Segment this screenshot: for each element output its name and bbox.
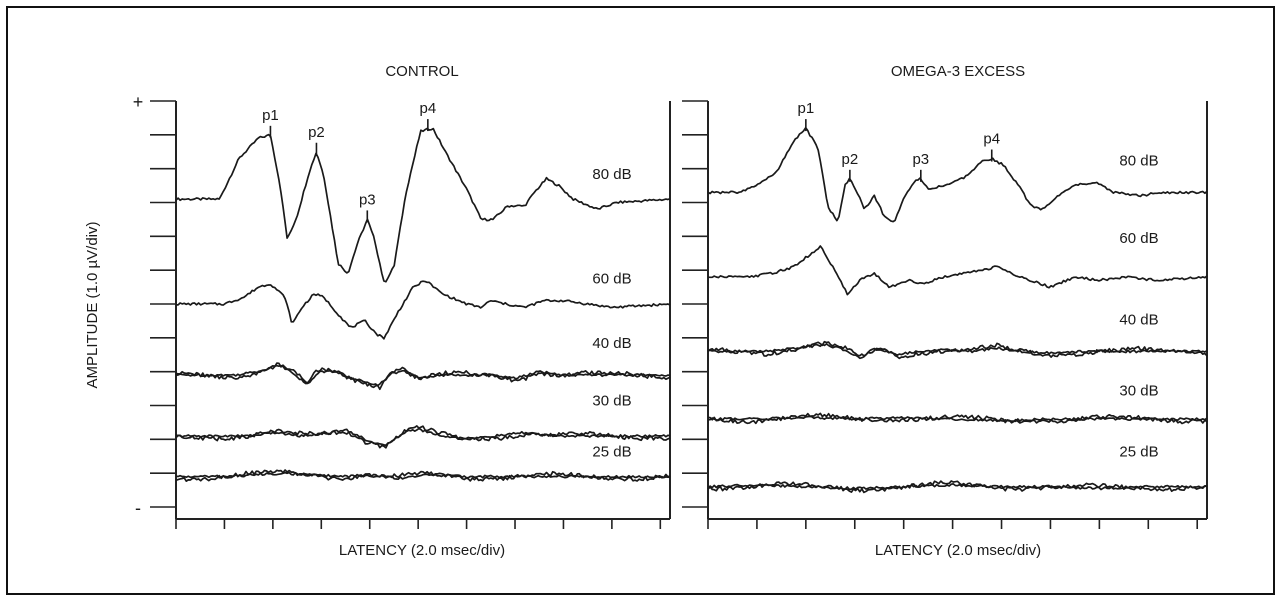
trace-30db-replicate	[175, 425, 671, 449]
figure-frame	[6, 6, 1275, 595]
level-label: 40 dB	[1119, 311, 1158, 328]
traces	[175, 127, 671, 482]
panel-control: CONTROL LATENCY (2.0 msec/div) 80 dB p1 p2…	[150, 63, 671, 559]
trace-30db	[707, 415, 1208, 423]
level-label: 25 dB	[592, 443, 631, 460]
peak-label-p1: p1	[797, 100, 814, 117]
labels: 80 dB p1 p2 p3 p4 60 dB 40 dB 30 dB 25 dB	[262, 100, 632, 460]
trace-30db-replicate	[707, 412, 1208, 425]
level-label: 80 dB	[592, 166, 631, 183]
trace-60db	[707, 245, 1208, 296]
panel-title: CONTROL	[385, 63, 458, 80]
level-label: 60 dB	[1119, 230, 1158, 247]
level-label: 40 dB	[592, 335, 631, 352]
trace-40db-replicate	[175, 362, 671, 391]
trace-30db	[175, 427, 671, 447]
traces	[707, 126, 1208, 494]
trace-60db	[176, 280, 671, 340]
panel-title: OMEGA-3 EXCESS	[891, 63, 1025, 80]
peak-label-p1: p1	[262, 107, 279, 124]
x-axis-title: LATENCY (2.0 msec/div)	[339, 542, 505, 559]
trace-25db-replicate	[707, 480, 1208, 494]
trace-25db-replicate	[175, 469, 671, 482]
trace-80db	[707, 126, 1208, 223]
peak-label-p2: p2	[842, 151, 859, 168]
level-label: 60 dB	[592, 271, 631, 288]
panel-omega3-excess: OMEGA-3 EXCESS LATENCY (2.0 msec/div) 80…	[682, 63, 1208, 559]
trace-80db	[175, 127, 671, 283]
y-axis-plus: +	[133, 92, 144, 112]
trace-40db-replicate	[707, 340, 1208, 360]
peak-label-p2: p2	[308, 124, 325, 141]
axes	[682, 100, 1208, 529]
peak-label-p4: p4	[983, 131, 1000, 148]
peak-label-p4: p4	[419, 100, 436, 117]
level-label: 30 dB	[592, 393, 631, 410]
y-axis-minus: -	[135, 498, 141, 518]
level-label: 30 dB	[1119, 382, 1158, 399]
peak-label-p3: p3	[912, 151, 929, 168]
level-label: 80 dB	[1119, 152, 1158, 169]
y-axis-title: AMPLITUDE (1.0 µV/div)	[84, 221, 101, 388]
level-label: 25 dB	[1119, 443, 1158, 460]
peak-label-p3: p3	[359, 191, 376, 208]
x-axis-title: LATENCY (2.0 msec/div)	[875, 542, 1041, 559]
axes	[150, 100, 671, 529]
labels: 80 dB p1 p2 p3 p4 60 dB 40 dB 30 dB 25 dB	[797, 100, 1158, 460]
